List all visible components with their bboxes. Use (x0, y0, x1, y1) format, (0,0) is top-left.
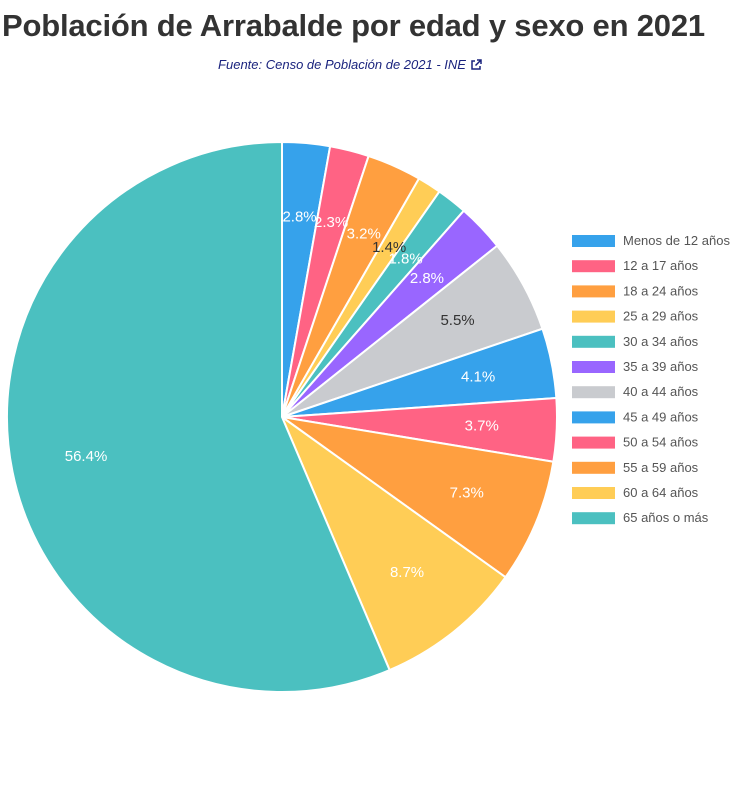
legend-label-2[interactable]: 18 a 24 años (623, 283, 699, 298)
slice-label-10: 8.7% (390, 564, 424, 581)
legend-swatch-9[interactable] (572, 461, 615, 474)
legend: Menos de 12 años 12 a 17 años 18 a 24 años… (572, 233, 730, 525)
legend-label-0[interactable]: Menos de 12 años (623, 233, 730, 248)
pie-slice-11[interactable] (6, 140, 391, 693)
legend-label-10[interactable]: 60 a 64 años (623, 485, 699, 500)
slice-label-8: 3.7% (465, 417, 499, 434)
pie-slice-9[interactable] (281, 416, 555, 579)
legend-label-7[interactable]: 45 a 49 años (623, 409, 699, 424)
legend-label-3[interactable]: 25 a 29 años (623, 309, 699, 324)
legend-swatch-2[interactable] (572, 285, 615, 298)
pie-labels: 2.8%2.3%3.2%1.4%1.8%2.8%5.5%4.1%3.7%7.3%… (65, 209, 499, 581)
source-text[interactable]: Fuente: Censo de Población de 2021 - INE (218, 57, 466, 72)
legend-swatch-7[interactable] (572, 411, 615, 424)
legend-swatch-8[interactable] (572, 436, 615, 449)
legend-swatch-10[interactable] (572, 487, 615, 499)
slice-label-2: 3.2% (347, 225, 381, 242)
slice-label-7: 4.1% (461, 369, 495, 386)
slice-label-0: 2.8% (282, 209, 316, 226)
legend-label-6[interactable]: 40 a 44 años (623, 384, 699, 399)
slice-label-11: 56.4% (65, 448, 108, 465)
legend-label-9[interactable]: 55 a 59 años (623, 460, 699, 475)
legend-swatch-3[interactable] (572, 310, 615, 323)
chart-title: Población de Arrabalde por edad y sexo e… (2, 8, 705, 43)
slice-label-3: 1.4% (372, 239, 406, 256)
slice-label-1: 2.3% (314, 214, 348, 231)
legend-label-11[interactable]: 65 años o más (623, 510, 709, 525)
source-link[interactable]: Fuente: Censo de Población de 2021 - INE (0, 57, 700, 74)
slice-label-5: 2.8% (410, 270, 444, 287)
legend-swatch-6[interactable] (572, 386, 615, 399)
slice-label-9: 7.3% (450, 485, 484, 502)
legend-swatch-4[interactable] (572, 335, 615, 348)
slice-label-4: 1.8% (388, 251, 422, 268)
legend-swatch-1[interactable] (572, 260, 615, 273)
slice-label-6: 5.5% (440, 312, 474, 329)
legend-label-5[interactable]: 35 a 39 años (623, 359, 699, 374)
legend-swatch-0[interactable] (572, 235, 615, 247)
pie-slices (6, 140, 558, 693)
external-link-icon[interactable] (470, 59, 482, 74)
legend-swatch-11[interactable] (572, 512, 615, 525)
pie-slice-10[interactable] (279, 414, 507, 672)
legend-swatch-5[interactable] (572, 361, 615, 373)
legend-label-1[interactable]: 12 a 17 años (623, 258, 699, 273)
legend-label-4[interactable]: 30 a 34 años (623, 334, 699, 349)
legend-label-8[interactable]: 50 a 54 años (623, 435, 699, 450)
